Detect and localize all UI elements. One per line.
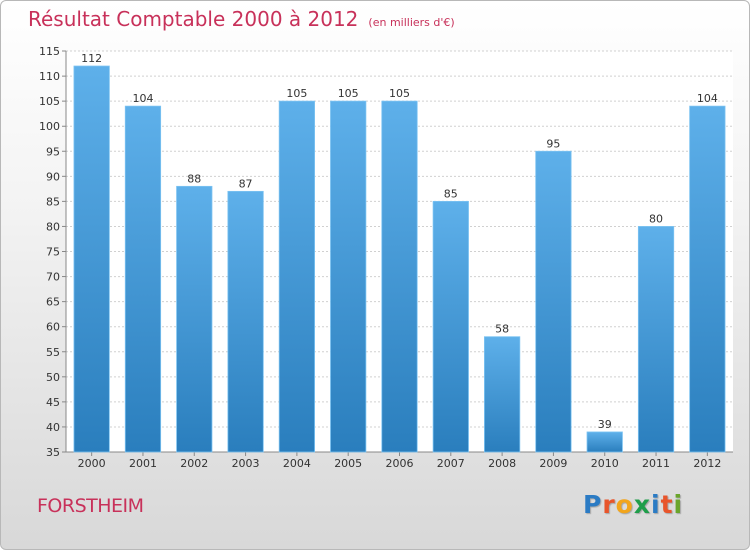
- data-label-2006: 105: [389, 87, 410, 100]
- y-tick-label: 35: [46, 446, 60, 459]
- x-tick-label-2000: 2000: [78, 457, 106, 470]
- bar-2004: [278, 100, 315, 453]
- logo-letter: o: [615, 490, 634, 519]
- x-tick-label-2003: 2003: [232, 457, 260, 470]
- data-label-2012: 104: [697, 92, 718, 105]
- commune-name: FORSTHEIM: [37, 495, 144, 517]
- logo-letter: x: [633, 490, 651, 519]
- y-tick-label: 65: [46, 296, 60, 309]
- data-label-2010: 39: [598, 418, 612, 431]
- data-label-2007: 85: [444, 187, 458, 200]
- bar-2010: [586, 431, 623, 453]
- y-tick-label: 70: [46, 271, 60, 284]
- bar-2011: [637, 226, 675, 453]
- y-tick-label: 115: [39, 45, 60, 58]
- y-tick-label: 95: [46, 145, 60, 158]
- x-tick-label-2012: 2012: [693, 457, 721, 470]
- data-label-2000: 112: [81, 52, 102, 65]
- chart-title: Résultat Comptable 2000 à 2012 (en millie…: [28, 7, 455, 31]
- x-tick-label-2007: 2007: [437, 457, 465, 470]
- y-tick-label: 45: [46, 396, 60, 409]
- chart-title-text: Résultat Comptable 2000 à 2012: [28, 7, 359, 31]
- y-tick-label: 75: [46, 246, 60, 259]
- data-label-2004: 105: [286, 87, 307, 100]
- x-tick-label-2002: 2002: [180, 457, 208, 470]
- x-tick-label-2010: 2010: [591, 457, 619, 470]
- chart-subtitle: (en milliers d'€): [368, 16, 455, 29]
- x-tick-label-2004: 2004: [283, 457, 311, 470]
- data-label-2002: 88: [187, 172, 201, 185]
- x-tick-label-2011: 2011: [642, 457, 670, 470]
- bars: [73, 65, 726, 453]
- bar-2001: [124, 105, 162, 453]
- y-tick-label: 85: [46, 195, 60, 208]
- y-tick-label: 55: [46, 346, 60, 359]
- y-tick-label: 105: [39, 95, 60, 108]
- logo-letter: i: [673, 490, 684, 519]
- logo-letter: r: [602, 490, 616, 519]
- bar-2003: [227, 190, 264, 453]
- bar-2012: [689, 105, 726, 453]
- bar-2007: [432, 200, 469, 453]
- bar-2000: [73, 65, 110, 453]
- logo-letter: t: [660, 490, 674, 519]
- logo-letter: i: [651, 490, 661, 519]
- x-tick-label-2009: 2009: [539, 457, 567, 470]
- y-tick-label: 110: [39, 70, 60, 83]
- y-tick-label: 60: [46, 321, 60, 334]
- data-label-2003: 87: [239, 177, 253, 190]
- data-label-2001: 104: [132, 92, 153, 105]
- y-tick-label: 50: [46, 371, 60, 384]
- bar-2005: [330, 100, 367, 453]
- data-label-2011: 80: [649, 212, 663, 225]
- bar-2008: [484, 336, 521, 453]
- x-tick-label-2008: 2008: [488, 457, 516, 470]
- x-tick-label-2001: 2001: [129, 457, 157, 470]
- logo-letter: P: [583, 490, 603, 519]
- data-label-2008: 58: [495, 323, 509, 336]
- bar-2002: [176, 185, 213, 453]
- labels: 112 2000 104 2001 88 2002 87 2003 105 2004 105 2005…: [78, 52, 722, 470]
- x-tick-label-2006: 2006: [386, 457, 414, 470]
- x-tick-label-2005: 2005: [334, 457, 362, 470]
- y-tick-label: 80: [46, 220, 60, 233]
- y-tick-label: 90: [46, 170, 60, 183]
- proxiti-logo: Proxiti: [583, 490, 683, 519]
- data-label-2005: 105: [338, 87, 359, 100]
- data-label-2009: 95: [546, 137, 560, 150]
- y-tick-label: 40: [46, 421, 60, 434]
- bar-2009: [535, 150, 572, 453]
- bar-2006: [381, 100, 418, 453]
- y-tick-label: 100: [39, 120, 60, 133]
